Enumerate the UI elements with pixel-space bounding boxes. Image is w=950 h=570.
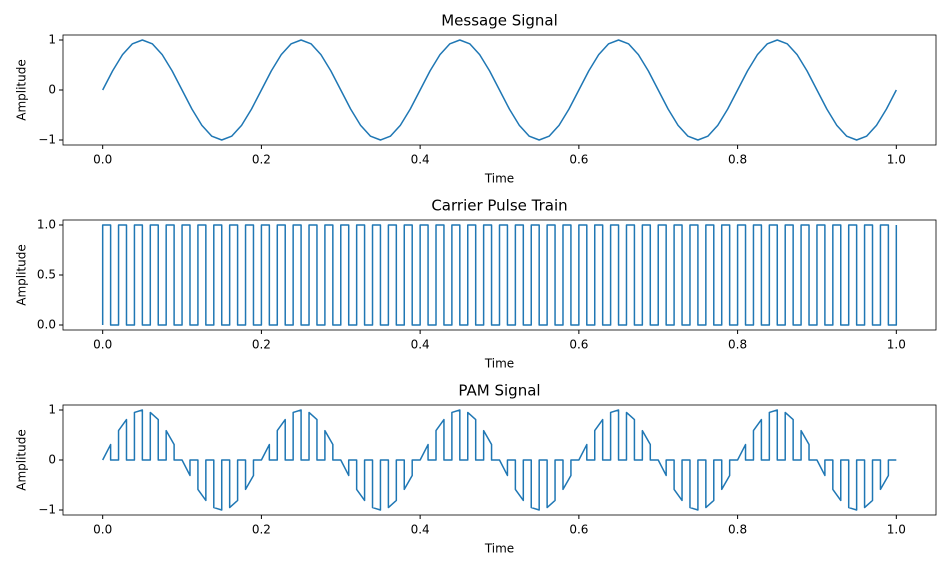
y-axis-label: Amplitude <box>15 59 29 121</box>
x-tick-label: 0.4 <box>411 338 430 352</box>
y-tick-label: 0 <box>48 453 56 467</box>
x-tick-label: 0.0 <box>93 338 112 352</box>
x-tick-label: 1.0 <box>887 338 906 352</box>
chart-title: Message Signal <box>441 12 558 30</box>
axes-frame <box>62 404 937 516</box>
y-axis-label: Amplitude <box>15 429 29 491</box>
y-axis-label: Amplitude <box>15 244 29 306</box>
x-tick-label: 0.4 <box>411 153 430 167</box>
x-tick-label: 0.8 <box>728 153 747 167</box>
y-tick-label: 0.0 <box>37 318 56 332</box>
x-tick-label: 0.6 <box>569 523 588 537</box>
x-tick-label: 0.2 <box>252 338 271 352</box>
x-tick-label: 0.8 <box>728 523 747 537</box>
x-axis-label: Time <box>484 172 514 186</box>
x-axis-label: Time <box>484 542 514 556</box>
x-axis-label: Time <box>484 357 514 371</box>
chart-title: PAM Signal <box>458 382 540 400</box>
x-tick-label: 0.6 <box>569 153 588 167</box>
x-tick-label: 0.8 <box>728 338 747 352</box>
y-tick-label: 0.5 <box>37 268 56 282</box>
y-tick-label: 1.0 <box>37 218 56 232</box>
x-tick-label: 0.6 <box>569 338 588 352</box>
signal-line <box>102 39 897 141</box>
x-tick-label: 0.4 <box>411 523 430 537</box>
y-tick-label: −1 <box>38 503 56 517</box>
x-tick-label: 0.2 <box>252 153 271 167</box>
y-tick-label: 1 <box>48 33 56 47</box>
chart-title: Carrier Pulse Train <box>431 197 567 215</box>
y-tick-label: 1 <box>48 403 56 417</box>
axes-frame <box>62 34 937 146</box>
x-tick-label: 1.0 <box>887 153 906 167</box>
x-tick-label: 0.2 <box>252 523 271 537</box>
signal-line <box>101 224 898 326</box>
signal-line <box>102 409 897 511</box>
y-tick-label: 0 <box>48 83 56 97</box>
x-tick-label: 0.0 <box>93 523 112 537</box>
x-tick-label: 1.0 <box>887 523 906 537</box>
x-tick-label: 0.0 <box>93 153 112 167</box>
y-tick-label: −1 <box>38 133 56 147</box>
axes-frame <box>62 219 937 331</box>
